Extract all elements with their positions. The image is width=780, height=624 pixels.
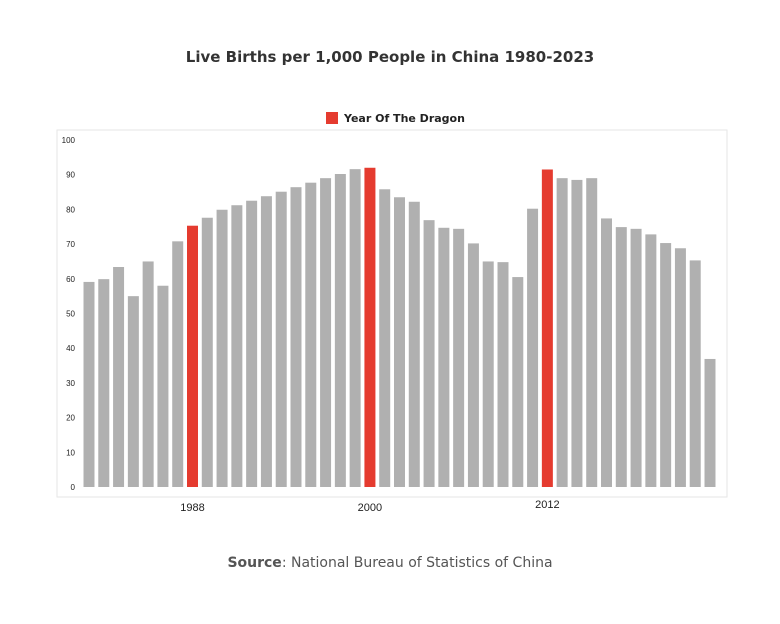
bar-1984 [127, 296, 139, 487]
bar-highlight-2000 [364, 167, 376, 487]
bar-1998 [334, 174, 346, 488]
bar-1985 [142, 261, 154, 487]
x-tick-label: 1988 [180, 502, 204, 514]
bar-2006 [453, 228, 465, 487]
y-tick-label: 70 [66, 240, 75, 249]
bar-1996 [305, 182, 317, 487]
bar-2001 [379, 189, 391, 488]
bar-1989 [201, 217, 213, 487]
bar-2019 [645, 234, 657, 487]
bar-1982 [98, 279, 110, 487]
bar-2021 [674, 248, 686, 487]
bar-2017 [615, 227, 627, 488]
bar-2008 [482, 261, 494, 487]
bar-1983 [113, 267, 125, 487]
source-label: Source [227, 555, 282, 571]
y-tick-label: 100 [62, 136, 76, 145]
y-tick-label: 20 [66, 414, 75, 423]
bar-2018 [630, 228, 642, 487]
legend-swatch [326, 112, 338, 124]
bar-2022 [689, 260, 701, 487]
y-tick-label: 10 [66, 448, 75, 457]
bar-1981 [83, 281, 95, 487]
bar-2003 [408, 201, 420, 488]
bar-1992 [246, 200, 258, 487]
bar-2013 [556, 178, 568, 488]
bar-2014 [571, 179, 583, 487]
y-tick-label: 60 [66, 275, 75, 284]
legend-label: Year Of The Dragon [343, 112, 465, 125]
bar-1997 [320, 178, 332, 488]
bar-highlight-1988 [187, 225, 198, 488]
bar-1987 [172, 241, 184, 487]
bar-1986 [157, 285, 169, 487]
bar-2007 [467, 243, 479, 487]
y-tick-label: 30 [66, 379, 75, 388]
bar-1993 [260, 196, 272, 488]
chart-title: Live Births per 1,000 People in China 19… [185, 48, 595, 66]
bar-2005 [438, 227, 450, 487]
y-tick-label: 90 [66, 171, 75, 180]
y-tick-label: 40 [66, 344, 75, 353]
source-note: Source: National Bureau of Statistics of… [0, 555, 780, 571]
plot-frame [56, 129, 728, 498]
bar-1995 [290, 187, 302, 487]
bar-2002 [394, 197, 405, 487]
legend: Year Of The Dragon [326, 112, 465, 125]
bar-2015 [586, 178, 598, 488]
bar-2023 [704, 358, 716, 487]
bar-2020 [660, 243, 672, 487]
bar-2009 [497, 262, 509, 487]
bar-highlight-2012 [541, 169, 553, 487]
y-tick-label: 80 [66, 205, 75, 214]
y-tick-label: 0 [71, 483, 76, 492]
bar-2004 [423, 220, 435, 488]
x-tick-label: 2012 [535, 499, 559, 511]
bar-1999 [349, 169, 361, 487]
bar-2010 [512, 277, 524, 487]
x-tick-label: 2000 [358, 502, 382, 514]
bar-1990 [216, 209, 228, 487]
bar-2016 [601, 218, 612, 487]
source-text: : National Bureau of Statistics of China [281, 555, 553, 571]
bar-1991 [231, 205, 243, 487]
y-tick-label: 50 [66, 310, 75, 319]
bar-1994 [275, 191, 287, 487]
bar-2011 [527, 208, 539, 487]
